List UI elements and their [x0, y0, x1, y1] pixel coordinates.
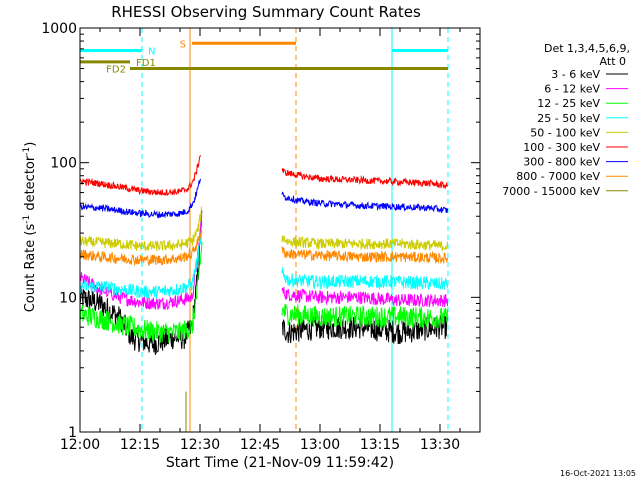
x-tick-label: 12:45 [240, 437, 280, 453]
x-axis: 12:00 12:15 12:30 12:45 13:00 13:15 13:30 [60, 28, 461, 453]
series-line [79, 206, 203, 252]
x-axis-label: Start Time (21-Nov-09 11:59:42) [166, 455, 394, 471]
x-tick-label: 12:15 [120, 437, 160, 453]
series-line [79, 213, 203, 311]
series-line [281, 168, 449, 189]
x-tick-label: 13:15 [360, 437, 400, 453]
y-tick-label: 1000 [41, 21, 77, 37]
legend-label: 300 - 800 keV [523, 156, 600, 169]
series-line [79, 178, 201, 219]
series-line [281, 304, 449, 329]
x-tick-label: 13:30 [420, 437, 460, 453]
legend-label: 3 - 6 keV [551, 68, 600, 81]
series-lines [79, 154, 449, 432]
plot-frame [79, 27, 481, 433]
y-axis-label-part: ) [23, 142, 38, 147]
y-tick-label: 10 [59, 290, 77, 306]
legend-label: 50 - 100 keV [530, 126, 600, 139]
y-axis-label-part: Count Rate (s [23, 224, 38, 313]
y-axis-label: Count Rate (s-1 detector-1) [22, 142, 38, 313]
legend-label: 6 - 12 keV [544, 83, 600, 96]
mode-marker-label: N [148, 47, 155, 58]
legend-label: 100 - 300 keV [523, 141, 600, 154]
x-tick-label: 13:00 [300, 437, 340, 453]
mode-marker-label: S [180, 39, 186, 50]
y-tick-label: 100 [50, 156, 77, 172]
series-line [79, 229, 203, 267]
x-tick-label: 12:30 [180, 437, 220, 453]
series-line [79, 241, 203, 344]
legend-header: Att 0 [600, 55, 626, 68]
y-tick-label: 1 [68, 425, 77, 441]
y-axis-label-sup: -1 [22, 215, 32, 224]
series-line [79, 154, 201, 197]
series-line [281, 286, 449, 308]
series-line [281, 246, 449, 265]
chart-title: RHESSI Observing Summary Count Rates [111, 3, 421, 21]
x-tick-label: 12:00 [60, 437, 100, 453]
series-line [281, 235, 449, 252]
series-line [281, 191, 449, 214]
series-line [79, 225, 203, 299]
legend-label: 800 - 7000 keV [516, 170, 600, 183]
legend-header: Det 1,3,4,5,6,9, [544, 42, 630, 55]
series-line [281, 267, 449, 291]
legend-label: 25 - 50 keV [537, 112, 600, 125]
footer-timestamp: 16-Oct-2021 13:05 [560, 469, 636, 478]
y-axis-label-sup: -1 [22, 147, 32, 156]
mode-marker-label: FD1 [136, 58, 156, 69]
y-axis: 1 10 100 1000 [41, 21, 480, 441]
legend-label: 7000 - 15000 keV [502, 185, 600, 198]
mode-marker-label: FD2 [106, 65, 126, 76]
vertical-markers [141, 28, 449, 432]
legend-label: 12 - 25 keV [537, 97, 600, 110]
y-axis-label-part: detector [23, 155, 38, 215]
